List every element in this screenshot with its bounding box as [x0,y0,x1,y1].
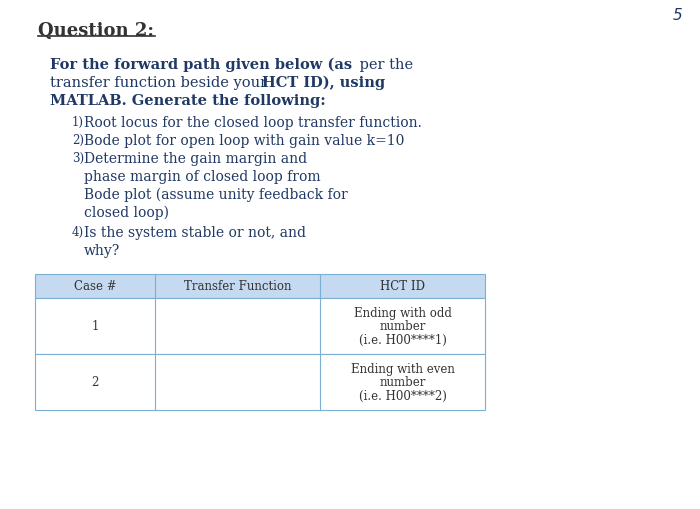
Bar [35,354,485,410]
Text: 2: 2 [91,376,99,389]
Text: 4): 4) [72,225,84,239]
Text: Bode plot (assume unity feedback for: Bode plot (assume unity feedback for [84,188,348,202]
Text: 5: 5 [672,8,682,23]
Text: Transfer Function: Transfer Function [183,280,291,293]
Text: (i.e. H00****1): (i.e. H00****1) [358,333,447,346]
Text: Question 2:: Question 2: [38,22,154,40]
Text: Ending with odd: Ending with odd [354,307,452,320]
Text: Root locus for the closed loop transfer function.: Root locus for the closed loop transfer … [84,116,422,130]
Text: HCT ID), using: HCT ID), using [262,76,385,90]
Text: per the: per the [355,58,413,72]
Text: Determine the gain margin and: Determine the gain margin and [84,152,307,165]
Text: number: number [379,376,426,389]
Text: (i.e. H00****2): (i.e. H00****2) [358,389,447,402]
Text: Case #: Case # [74,280,116,293]
Text: Ending with even: Ending with even [351,363,454,376]
Text: 1): 1) [72,116,84,129]
Bar [35,298,485,354]
Text: MATLAB. Generate the following:: MATLAB. Generate the following: [50,94,326,108]
Text: closed loop): closed loop) [84,206,169,220]
Text: phase margin of closed loop from: phase margin of closed loop from [84,169,321,184]
Text: Is the system stable or not, and: Is the system stable or not, and [84,225,306,240]
Text: 3): 3) [72,152,84,165]
Text: For the forward path given below (as: For the forward path given below (as [50,58,352,72]
Text: 1: 1 [91,320,99,333]
Text: transfer function beside your: transfer function beside your [50,76,272,90]
Text: Bode plot for open loop with gain value k=10: Bode plot for open loop with gain value … [84,134,405,148]
Text: number: number [379,320,426,333]
Bar [35,274,485,298]
Text: why?: why? [84,243,120,258]
Text: 2): 2) [72,134,84,147]
Text: HCT ID: HCT ID [380,280,425,293]
